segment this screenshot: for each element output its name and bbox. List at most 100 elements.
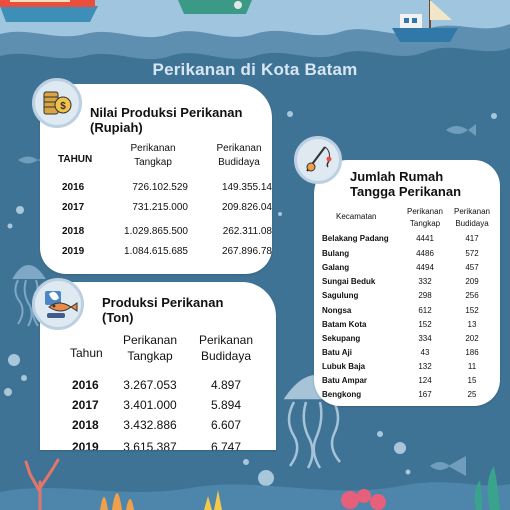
table-cell: 731.215.000 (132, 202, 188, 213)
fish-silhouette-icon (430, 456, 466, 476)
table-cell: 726.102.529 (132, 182, 188, 193)
table-cell: 298 (418, 291, 432, 300)
table-cell: 457 (465, 263, 479, 272)
table-cell: 572 (465, 249, 479, 258)
table-row-kecamatan: Nongsa (322, 306, 352, 315)
table-cell: 334 (418, 334, 432, 343)
col-header-budidaya: Perikanan Budidaya (216, 143, 262, 168)
table-cell: 209.826.04 (221, 202, 272, 213)
nilai-produksi-table: TAHUN Perikanan Tangkap Perikanan Budida… (40, 140, 272, 270)
nilai-produksi-card (40, 84, 272, 274)
table-cell: 202 (465, 334, 479, 343)
table-row-year: 2018 (62, 226, 85, 237)
table-row-kecamatan: Belakang Padang (322, 234, 389, 243)
fishing-rod-icon (306, 146, 332, 172)
table-cell: 612 (418, 306, 432, 315)
rumah-tangga-card (314, 160, 500, 406)
col-header-kecamatan: Kecamatan (336, 212, 377, 221)
boat-icon (392, 0, 458, 42)
col-header-budidaya: Perikanan Budidaya (453, 207, 491, 228)
table-cell: 3.615.387 (123, 440, 177, 450)
table-cell: 124 (418, 376, 432, 385)
table-cell: 25 (467, 390, 477, 399)
table-cell: 256 (465, 291, 479, 300)
boat-icon (0, 0, 98, 22)
fish-catch-badge (32, 278, 84, 330)
table-cell: 417 (465, 234, 479, 243)
produksi-title-line1: Produksi Perikanan (102, 295, 224, 310)
table-row-kecamatan: Sungai Beduk (322, 277, 376, 286)
table-cell: 4486 (416, 249, 434, 258)
rumah-tangga-title-line1: Jumlah Rumah (350, 169, 444, 184)
svg-text:$: $ (60, 101, 66, 112)
table-cell: 4.897 (210, 378, 242, 392)
table-row-year: 2016 (72, 378, 99, 392)
table-cell: 4494 (416, 263, 434, 272)
table-cell: 3.267.053 (123, 378, 177, 392)
coral-icon (100, 493, 134, 510)
table-row-kecamatan: Sekupang (322, 334, 361, 343)
col-header-tangkap: Perikanan Tangkap (406, 207, 444, 228)
page-title: Perikanan di Kota Batam (152, 60, 358, 79)
fish-silhouette-icon (446, 124, 476, 136)
table-row-kecamatan: Bulang (322, 249, 350, 258)
table-cell: 6.747 (210, 440, 242, 450)
table-cell: 15 (467, 376, 477, 385)
table-cell: 4441 (416, 234, 434, 243)
fishing-rod-badge (294, 136, 342, 184)
table-cell: 13 (467, 320, 477, 329)
nilai-produksi-title-line2: (Rupiah) (90, 119, 143, 135)
table-cell: 209 (465, 277, 479, 286)
rumah-tangga-title: Jumlah Rumah Tangga Perikanan (350, 169, 462, 200)
col-header-tahun: TAHUN (58, 154, 93, 165)
produksi-title-line2: (Ton) (102, 309, 134, 325)
coral-icon (204, 490, 222, 510)
table-row-kecamatan: Galang (322, 263, 350, 272)
nilai-produksi-title-line1: Nilai Produksi Perikanan (90, 105, 243, 120)
table-cell: 3.401.000 (123, 398, 177, 412)
table-cell: 1.084.615.685 (124, 246, 188, 257)
table-cell: 186 (465, 348, 479, 357)
table-row-kecamatan: Batu Ampar (322, 376, 368, 385)
table-row-kecamatan: Lubuk Baja (322, 362, 366, 371)
boat-icon (178, 0, 252, 14)
coins-badge: $ (32, 78, 82, 128)
table-cell: 5.894 (210, 398, 242, 412)
table-cell: 132 (418, 362, 432, 371)
table-row-year: 2019 (62, 246, 85, 257)
table-cell: 152 (465, 306, 479, 315)
table-cell: 43 (420, 348, 430, 357)
table-cell: 1.029.865.500 (124, 226, 188, 237)
table-cell: 6.607 (210, 418, 242, 432)
table-cell: 3.432.886 (123, 418, 177, 432)
table-cell: 332 (418, 277, 432, 286)
produksi-table: Tahun Perikanan Tangkap Perikanan Budida… (40, 330, 276, 450)
table-row-kecamatan: Bengkong (322, 390, 362, 399)
nilai-produksi-title: Nilai Produksi Perikanan (Rupiah) (90, 105, 243, 136)
col-header-budidaya: Perikanan Budidaya (198, 333, 254, 364)
produksi-title: Produksi Perikanan (Ton) (102, 295, 224, 326)
coins-icon: $ (43, 91, 72, 115)
table-cell: 152 (418, 320, 432, 329)
table-row-year: 2018 (72, 418, 99, 432)
coral-icon (474, 466, 500, 510)
table-cell: 11 (467, 362, 477, 371)
table-row-year: 2016 (62, 182, 85, 193)
table-row-year: 2017 (72, 398, 99, 412)
fish-catch-icon (45, 291, 78, 318)
table-row-kecamatan: Sagulung (322, 291, 359, 300)
table-row-year: 2017 (62, 202, 85, 213)
rumah-tangga-table: Kecamatan Perikanan Tangkap Perikanan Bu… (314, 204, 500, 404)
col-header-tahun: Tahun (70, 346, 103, 360)
table-cell: 149.355.14 (221, 182, 272, 193)
table-row-kecamatan: Batu Aji (322, 348, 352, 357)
col-header-tangkap: Perikanan Tangkap (130, 143, 176, 168)
coral-icon (341, 489, 386, 510)
col-header-tangkap: Perikanan Tangkap (122, 333, 178, 364)
table-cell: 262.311.08 (222, 226, 272, 237)
table-cell: 167 (418, 390, 432, 399)
table-row-year: 2019 (72, 440, 99, 450)
table-cell: 267.896.78 (221, 246, 272, 257)
rumah-tangga-title-line2: Tangga Perikanan (350, 183, 462, 199)
coral-icon (24, 458, 60, 510)
